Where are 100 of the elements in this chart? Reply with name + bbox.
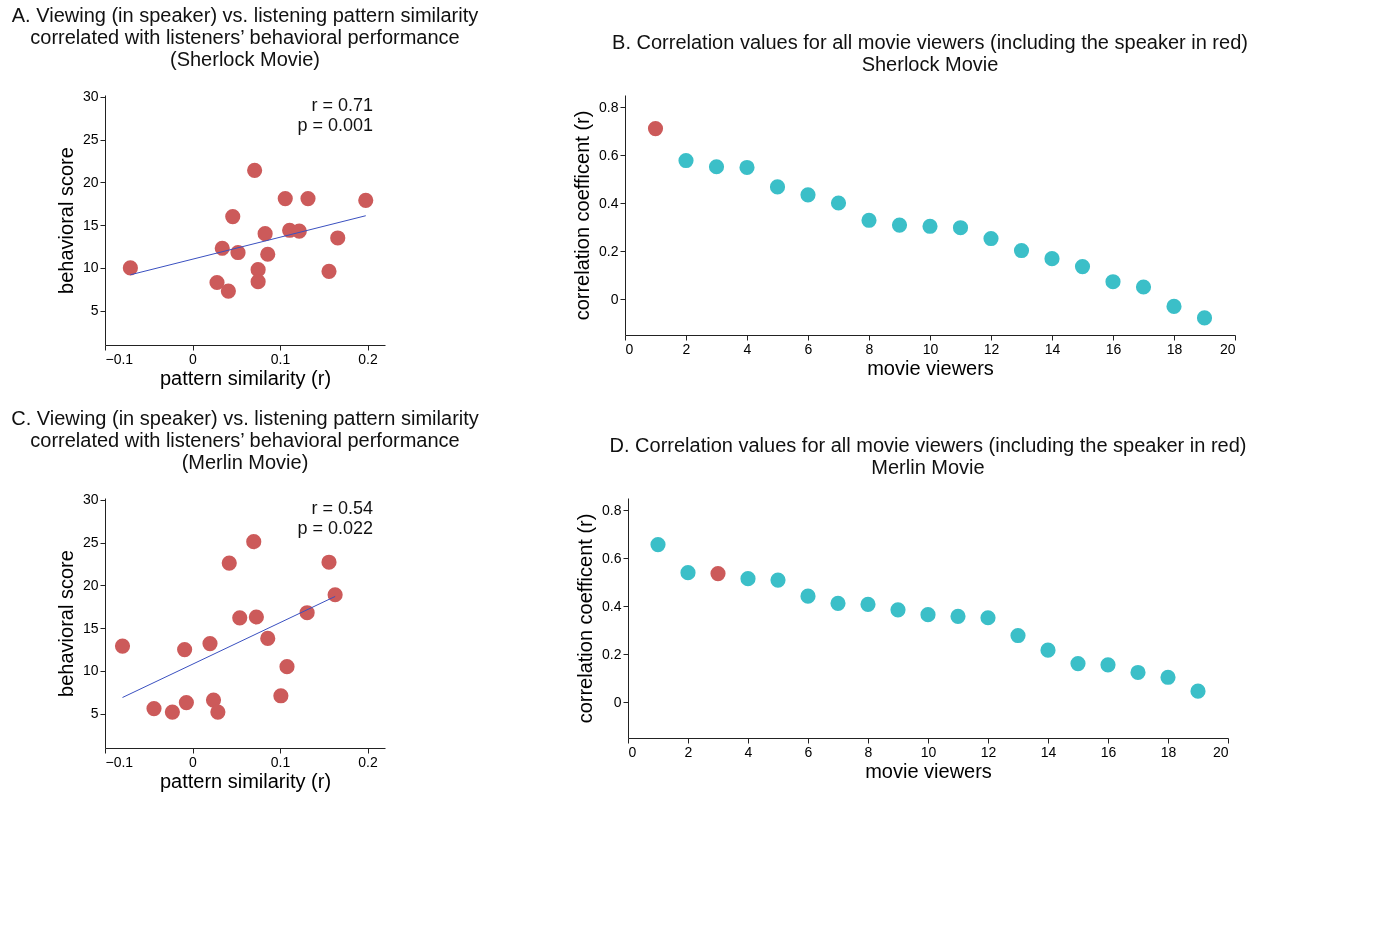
point xyxy=(950,608,966,624)
y-tick-label: 15 xyxy=(82,216,99,233)
point xyxy=(890,602,906,618)
x-tick-label: 16 xyxy=(1105,340,1122,357)
x-tick-label: 10 xyxy=(922,340,939,357)
y-tick-label: 10 xyxy=(82,259,99,276)
x-tick-label: 0 xyxy=(189,753,198,770)
x-axis-title: movie viewers xyxy=(867,356,994,379)
y-tick-label: 0 xyxy=(613,693,622,710)
point xyxy=(800,187,816,203)
x-tick-label: 20 xyxy=(1219,340,1236,357)
y-tick-label: 0.2 xyxy=(602,645,622,662)
annotation: p = 0.001 xyxy=(297,115,373,135)
x-axis-title: pattern similarity (r) xyxy=(159,769,332,792)
point xyxy=(769,179,786,195)
y-axis-title: correlation coefficent (r) xyxy=(571,110,594,321)
x-tick-label: −0.1 xyxy=(105,350,134,367)
y-tick-label: 15 xyxy=(82,619,99,636)
point xyxy=(830,595,846,611)
y-axis-title: behavioral score xyxy=(54,147,77,294)
y-tick-label: 20 xyxy=(82,576,99,593)
x-tick-label: 10 xyxy=(920,743,937,760)
x-tick-label: 0.2 xyxy=(358,350,378,367)
point xyxy=(1100,657,1116,673)
y-tick-label: 5 xyxy=(90,705,99,722)
point xyxy=(922,218,938,234)
y-tick-label: 30 xyxy=(82,88,99,105)
y-tick-label: 0.8 xyxy=(602,501,622,518)
point xyxy=(920,607,936,623)
annotation: p = 0.022 xyxy=(297,518,373,538)
x-tick-label: 0 xyxy=(189,350,198,367)
y-tick-label: 0.6 xyxy=(602,549,622,566)
point xyxy=(650,536,666,553)
point xyxy=(1166,298,1182,315)
x-tick-label: 8 xyxy=(864,743,873,760)
point xyxy=(680,565,696,581)
point xyxy=(800,588,816,604)
x-tick-label: 0 xyxy=(628,743,637,760)
point xyxy=(952,220,969,236)
x-tick-label: 18 xyxy=(1160,743,1177,760)
x-tick-label: 0.1 xyxy=(270,753,291,770)
x-tick-label: 20 xyxy=(1212,743,1229,760)
chart-title: D. Correlation values for all movie viewers (including the speaker in red) Merlin Movie xyxy=(609,434,1247,478)
x-tick-label: 6 xyxy=(804,340,813,357)
point xyxy=(770,572,786,588)
point xyxy=(1013,242,1030,259)
point xyxy=(1196,310,1213,326)
y-tick-label: 10 xyxy=(82,662,99,679)
x-tick-label: 12 xyxy=(980,743,997,760)
x-tick-label: 12 xyxy=(983,340,1000,357)
y-tick-label: 25 xyxy=(82,131,99,148)
x-tick-label: 14 xyxy=(1040,743,1057,760)
point xyxy=(710,566,726,582)
point xyxy=(860,596,876,612)
x-tick-label: −0.1 xyxy=(105,753,134,770)
point xyxy=(678,152,694,169)
chart-title: B. Correlation values for all movie viewers (including the speaker in red) Sherlock Movie xyxy=(612,31,1248,75)
y-tick-label: 25 xyxy=(82,534,99,551)
y-tick-label: 0.8 xyxy=(599,98,619,115)
chart-title: C. Viewing (in speaker) vs. listening pattern similarity correlated with listeners’ behavioral performance (Merlin Movie) xyxy=(11,406,479,473)
x-tick-label: 18 xyxy=(1166,340,1183,357)
x-axis-title: pattern similarity (r) xyxy=(159,366,332,389)
x-tick-label: 14 xyxy=(1044,340,1061,357)
point xyxy=(1010,627,1026,644)
point xyxy=(740,571,756,587)
point xyxy=(980,610,996,626)
point xyxy=(1135,279,1152,295)
point xyxy=(1070,656,1086,672)
point xyxy=(1190,683,1206,699)
x-tick-label: 8 xyxy=(865,340,874,357)
x-tick-label: 2 xyxy=(684,743,693,760)
point xyxy=(1040,642,1056,658)
point xyxy=(739,159,755,176)
point xyxy=(891,217,908,233)
point xyxy=(983,230,999,247)
x-tick-label: 16 xyxy=(1100,743,1117,760)
x-tick-label: 6 xyxy=(804,743,813,760)
y-tick-label: 20 xyxy=(82,173,99,190)
y-tick-label: 0.4 xyxy=(602,597,622,614)
x-tick-label: 0.2 xyxy=(358,753,378,770)
point xyxy=(830,195,847,211)
point xyxy=(1074,259,1091,275)
x-tick-label: 4 xyxy=(743,340,752,357)
y-tick-label: 0.2 xyxy=(599,242,619,259)
point xyxy=(1160,669,1176,685)
point xyxy=(1044,251,1060,267)
chart-title: A. Viewing (in speaker) vs. listening pattern similarity correlated with listeners’ behavioral performance (Sherlock Movie) xyxy=(11,3,479,70)
y-axis-title: correlation coefficent (r) xyxy=(574,513,597,724)
point xyxy=(861,212,877,228)
y-tick-label: 0.6 xyxy=(599,146,619,163)
x-tick-label: 4 xyxy=(744,743,753,760)
x-tick-label: 0.1 xyxy=(270,350,291,367)
y-tick-label: 0.4 xyxy=(599,194,619,211)
point xyxy=(1130,664,1146,681)
y-tick-label: 0 xyxy=(610,290,619,307)
y-tick-label: 5 xyxy=(90,302,99,319)
y-axis-title: behavioral score xyxy=(54,550,77,697)
annotation: r = 0.71 xyxy=(311,95,373,115)
x-tick-label: 0 xyxy=(625,340,634,357)
point xyxy=(647,121,664,137)
